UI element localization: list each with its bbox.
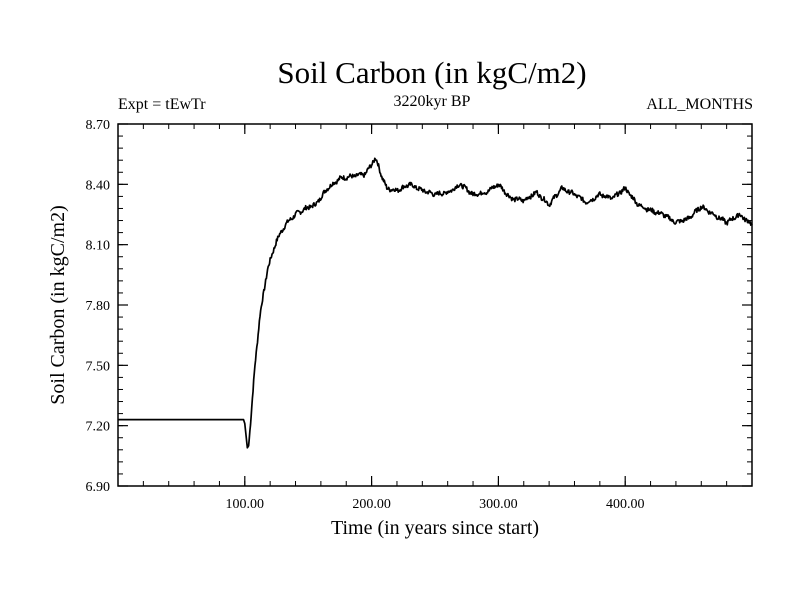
soil-carbon-series-line	[117, 157, 753, 449]
plot-frame	[117, 123, 753, 487]
y-tick-label: 8.40	[86, 178, 111, 193]
chart-title: Soil Carbon (in kgC/m2)	[277, 55, 586, 90]
y-tick-label: 7.80	[86, 299, 111, 314]
chart-subtitle: 3220kyr BP	[394, 93, 471, 110]
y-tick-label: 7.20	[86, 420, 111, 435]
x-axis-label: Time (in years since start)	[331, 517, 539, 539]
plot-area: 100.00 200.00 300.00 400.00 6.90 7.20 7.50 7.80…	[86, 118, 753, 512]
x-tick-label: 400.00	[606, 497, 645, 512]
y-axis-label: Soil Carbon (in kgC/m2)	[47, 205, 69, 404]
months-label: ALL_MONTHS	[646, 96, 753, 113]
x-tick-label: 300.00	[479, 497, 518, 512]
x-tick-label: 100.00	[226, 497, 265, 512]
experiment-label: Expt = tEwTr	[118, 96, 206, 113]
y-tick-label: 7.50	[86, 359, 111, 374]
y-tick-label: 6.90	[86, 480, 111, 495]
x-tick-label: 200.00	[352, 497, 391, 512]
y-tick-label: 8.10	[86, 239, 111, 254]
y-tick-label: 8.70	[86, 118, 111, 133]
